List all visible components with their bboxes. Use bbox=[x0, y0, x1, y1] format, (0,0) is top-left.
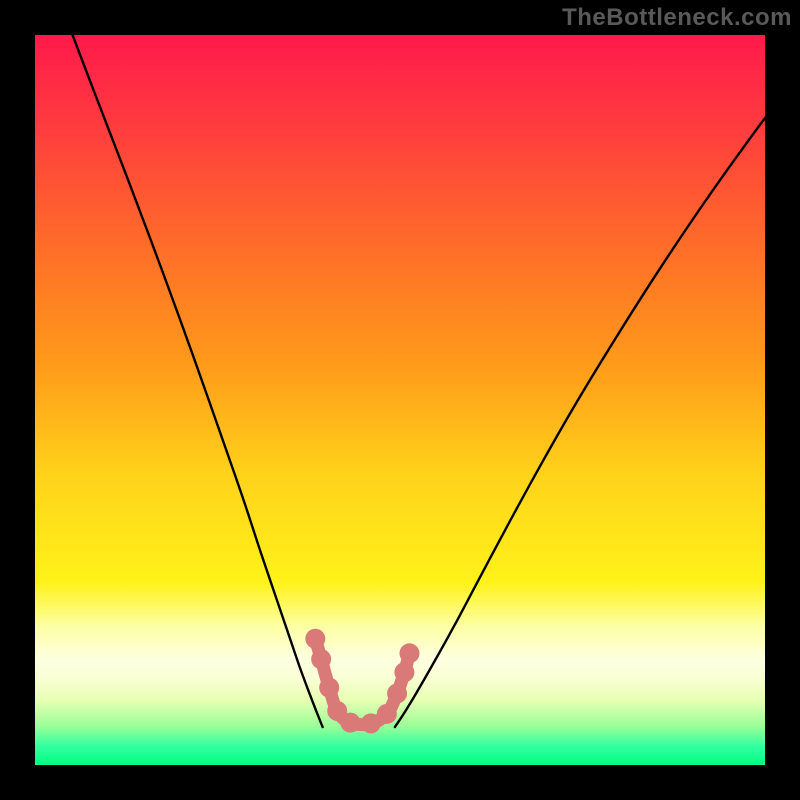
frame-right bbox=[765, 0, 800, 800]
frame-left bbox=[0, 0, 35, 800]
marker-dot bbox=[387, 683, 407, 703]
marker-dot bbox=[340, 713, 360, 733]
marker-dot bbox=[319, 678, 339, 698]
overlay-svg bbox=[0, 0, 800, 800]
marker-dot bbox=[311, 649, 331, 669]
curve-left bbox=[64, 13, 322, 727]
marker-dot bbox=[394, 662, 414, 682]
marker-dot bbox=[399, 643, 419, 663]
marker-dot bbox=[377, 704, 397, 724]
watermark-text: TheBottleneck.com bbox=[562, 4, 792, 32]
frame-bottom bbox=[0, 765, 800, 800]
marker-dot bbox=[305, 629, 325, 649]
curve-right bbox=[395, 99, 780, 727]
